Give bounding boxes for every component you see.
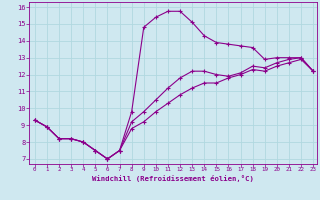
X-axis label: Windchill (Refroidissement éolien,°C): Windchill (Refroidissement éolien,°C)	[92, 175, 254, 182]
